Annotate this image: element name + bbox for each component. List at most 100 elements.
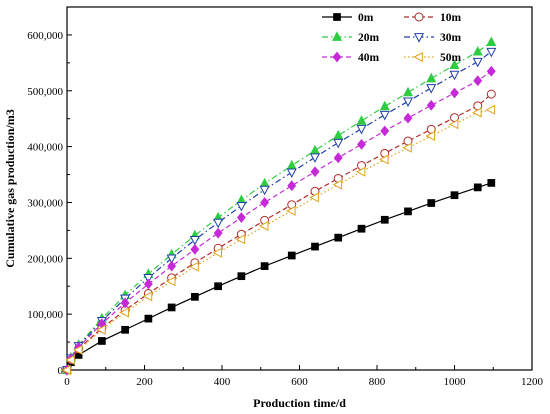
data-point-0m (487, 179, 496, 187)
data-point-50m (235, 234, 246, 245)
legend-marker-50m (413, 51, 423, 63)
legend-marker-10m (414, 12, 424, 22)
x-axis-title: Production time/d (253, 396, 346, 410)
data-point-20m (472, 45, 483, 56)
data-point-40m (260, 197, 270, 208)
data-point-30m (333, 138, 344, 149)
data-point-50m (212, 247, 222, 258)
data-point-0m (287, 251, 296, 260)
series-line-0m (66, 182, 492, 371)
legend-label-20m: 20m (358, 32, 380, 44)
series-0m (63, 179, 496, 374)
data-point-30m (236, 201, 247, 212)
series-line-40m (66, 70, 492, 371)
y-tick-label: 200,000 (27, 253, 63, 265)
data-point-0m (450, 191, 459, 200)
series-50m (61, 104, 496, 376)
data-point-0m (473, 183, 482, 192)
data-point-50m (485, 104, 496, 115)
data-point-40m (213, 227, 223, 239)
data-point-50m (472, 107, 482, 118)
plot-frame (66, 6, 533, 371)
data-point-50m (96, 324, 106, 335)
data-point-0m (144, 314, 153, 323)
data-point-50m (61, 364, 71, 376)
data-point-0m (380, 215, 389, 224)
data-point-30m (143, 273, 154, 284)
data-point-50m (165, 276, 176, 287)
data-point-40m (310, 166, 320, 178)
legend-label-0m: 0m (358, 12, 374, 24)
x-tick-label: 200 (136, 376, 153, 388)
data-point-30m (259, 185, 270, 196)
data-point-10m (486, 89, 496, 99)
data-point-30m (286, 168, 297, 178)
data-point-40m (380, 125, 390, 137)
data-point-40m (403, 112, 413, 124)
x-tick-label: 800 (369, 376, 386, 388)
data-point-0m (191, 292, 199, 301)
data-point-30m (472, 57, 483, 68)
data-point-30m (189, 236, 200, 246)
legend-marker-20m (331, 31, 343, 41)
y-axis-title: Cumulative gas production/m3 (3, 109, 17, 267)
data-point-0m (311, 242, 319, 251)
data-point-20m (333, 129, 344, 140)
legend-marker-40m (332, 51, 342, 63)
data-point-0m (260, 262, 269, 270)
data-point-0m (167, 303, 176, 312)
data-point-30m (309, 153, 321, 163)
data-point-20m (449, 59, 460, 69)
data-point-40m (450, 87, 459, 99)
data-point-30m (486, 47, 497, 58)
data-point-20m (486, 36, 497, 47)
series-line-50m (66, 109, 492, 371)
data-point-50m (379, 154, 389, 165)
data-point-30m (379, 110, 390, 121)
y-tick-label: 0 (58, 365, 64, 377)
data-point-40m (426, 99, 436, 111)
data-point-0m (334, 233, 343, 242)
y-tick-label: 100,000 (27, 309, 63, 321)
data-point-40m (287, 180, 297, 192)
data-point-50m (189, 261, 199, 272)
data-point-40m (120, 297, 130, 309)
data-point-20m (286, 159, 297, 170)
data-point-0m (98, 337, 106, 345)
data-point-50m (355, 166, 366, 177)
legend-marker-30m (413, 33, 425, 43)
data-point-50m (425, 130, 436, 142)
data-point-20m (426, 72, 437, 83)
data-point-0m (427, 199, 436, 207)
data-point-50m (309, 192, 319, 203)
x-tick-label: 600 (291, 376, 308, 388)
data-point-30m (426, 84, 437, 94)
legend-marker-0m (333, 13, 341, 21)
data-point-20m (379, 100, 390, 111)
data-point-20m (356, 115, 367, 125)
y-tick-label: 600,000 (27, 30, 63, 42)
data-point-40m (190, 243, 200, 255)
data-point-50m (258, 220, 269, 231)
legend-label-40m: 40m (358, 52, 380, 64)
legend-label-10m: 10m (440, 12, 462, 24)
data-point-50m (448, 119, 459, 130)
data-point-0m (237, 272, 246, 281)
data-point-40m (473, 75, 483, 87)
data-point-50m (402, 142, 412, 153)
data-point-0m (357, 224, 366, 233)
data-point-50m (142, 291, 153, 302)
data-point-20m (402, 86, 414, 97)
data-point-40m (143, 278, 153, 290)
x-tick-label: 1200 (521, 376, 544, 388)
series-line-30m (66, 51, 492, 371)
data-point-0m (404, 207, 412, 216)
x-tick-label: 400 (214, 376, 231, 388)
data-point-30m (166, 254, 177, 265)
data-point-40m (486, 65, 496, 77)
legend-label-30m: 30m (440, 32, 462, 44)
legend: 0m 10m 20m 30m 40m 50m (322, 12, 462, 64)
data-point-50m (72, 344, 83, 355)
data-point-20m (309, 144, 321, 155)
